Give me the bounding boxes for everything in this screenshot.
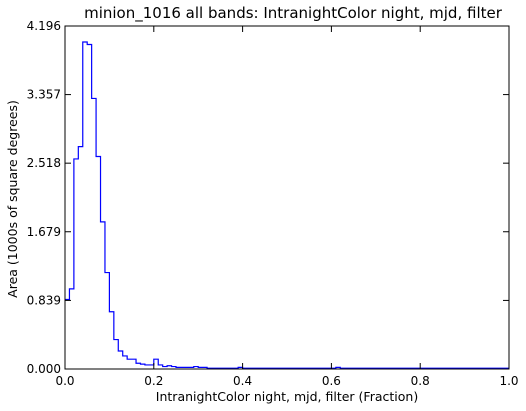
histogram-series-line — [65, 41, 509, 369]
y-axis-label: Area (1000s of square degrees) — [5, 100, 20, 298]
y-tick-label: 0.000 — [27, 362, 61, 376]
plot-area — [64, 25, 510, 370]
x-axis-label: IntranightColor night, mjd, filter (Frac… — [156, 389, 418, 404]
y-tick-label: 3.357 — [27, 88, 61, 102]
y-tick-label: 2.518 — [27, 156, 61, 170]
x-tick-label: 0.0 — [55, 374, 74, 388]
x-tick-label: 0.8 — [411, 374, 430, 388]
x-tick-label: 1.0 — [499, 374, 518, 388]
y-tick-label: 1.679 — [27, 225, 61, 239]
plot-frame — [64, 25, 510, 370]
chart-title: minion_1016 all bands: IntranightColor n… — [84, 4, 503, 23]
y-tick-label: 4.196 — [27, 19, 61, 33]
y-tick-label: 0.839 — [27, 293, 61, 307]
x-tick-label: 0.2 — [144, 374, 163, 388]
x-tick-label: 0.6 — [322, 374, 341, 388]
x-tick-label: 0.4 — [233, 374, 252, 388]
axis-ticks: 0.0 0.2 0.4 0.6 0.8 1.0 0.000 0.839 1.679 2.518 3.… — [27, 19, 519, 388]
